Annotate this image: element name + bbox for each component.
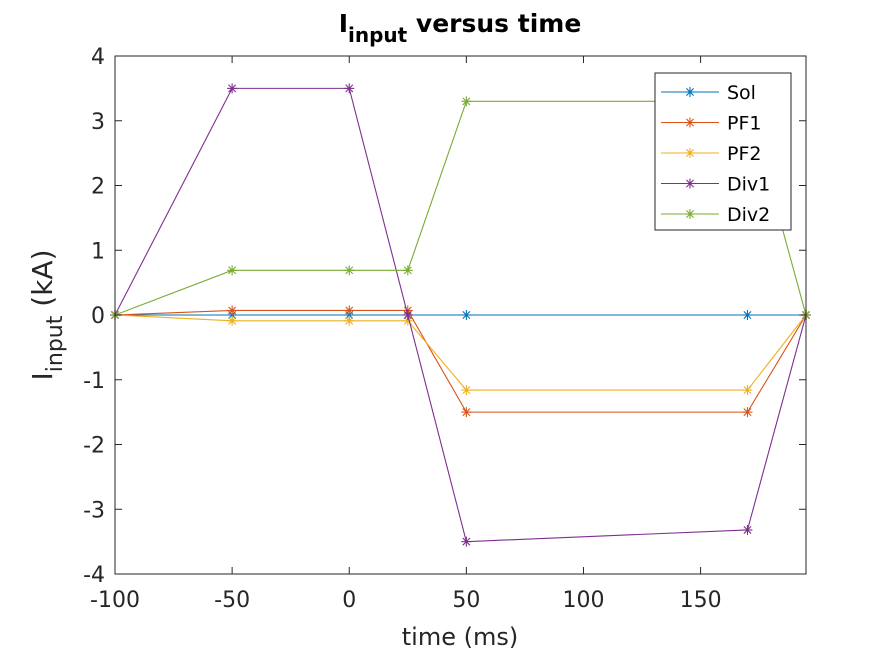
- data-point-div1: [742, 524, 753, 535]
- data-point-pf2: [742, 385, 753, 396]
- x-tick-label: 50: [452, 588, 480, 613]
- x-tick-label: -100: [90, 588, 140, 613]
- legend-item-sol: Sol: [661, 82, 756, 104]
- data-point-div2: [402, 265, 413, 276]
- y-tick-label: 2: [91, 175, 105, 200]
- x-tick-label: -50: [214, 588, 250, 613]
- y-tick-label: -1: [83, 369, 105, 394]
- data-point-sol: [461, 310, 472, 320]
- data-point-div1: [227, 83, 238, 94]
- data-point-div2: [461, 96, 472, 107]
- x-axis-label: time (ms): [402, 623, 518, 651]
- y-tick-label: 1: [91, 239, 105, 264]
- legend-marker: [685, 87, 695, 97]
- data-point-div2: [344, 265, 355, 276]
- x-tick-label: 0: [342, 588, 356, 613]
- y-axis-label: Iinput (kA): [26, 250, 68, 381]
- legend-item-div1: Div1: [661, 174, 770, 196]
- data-point-div1: [461, 536, 472, 547]
- data-point-pf1: [742, 407, 753, 418]
- legend: Sol PF1 PF2 Div1 Div2: [654, 72, 792, 231]
- data-point-pf1: [227, 305, 238, 316]
- x-tick-label: 100: [562, 588, 604, 613]
- x-axis-ticks: -100 -50 0 50 100 150: [90, 56, 722, 613]
- legend-label: Div2: [727, 204, 770, 226]
- y-tick-label: -3: [83, 498, 105, 523]
- data-point-div1: [402, 310, 413, 320]
- y-tick-label: 4: [91, 45, 105, 70]
- data-point-div2: [227, 265, 238, 276]
- legend-marker: [685, 209, 695, 219]
- data-point-pf1: [344, 305, 355, 316]
- data-point-pf2: [227, 315, 238, 326]
- legend-item-div2: Div2: [661, 204, 770, 226]
- chart-title-subscript: input: [348, 23, 408, 47]
- data-point-pf2: [344, 315, 355, 326]
- data-point-div1: [344, 83, 355, 94]
- legend-marker: [685, 117, 695, 128]
- legend-marker: [685, 148, 695, 158]
- legend-label: Div1: [727, 174, 770, 196]
- chart-title: Iinput versus time: [339, 9, 582, 47]
- legend-label: Sol: [727, 82, 756, 104]
- y-axis-label-subscript: input: [43, 315, 68, 372]
- y-tick-label: -4: [83, 563, 105, 588]
- legend-label: PF1: [727, 113, 761, 135]
- x-tick-label: 150: [680, 588, 722, 613]
- legend-label: PF2: [727, 143, 761, 165]
- y-tick-label: 3: [91, 110, 105, 135]
- y-tick-label: -2: [83, 434, 105, 459]
- legend-item-pf2: PF2: [661, 143, 761, 165]
- y-tick-label: 0: [91, 304, 105, 329]
- data-point-pf1: [461, 407, 472, 418]
- y-axis-ticks: -4 -3 -2 -1 0 1 2 3 4: [83, 45, 806, 588]
- legend-item-pf1: PF1: [661, 113, 761, 135]
- data-point-pf2: [461, 385, 472, 396]
- data-point-sol: [742, 310, 753, 320]
- legend-marker: [685, 178, 695, 189]
- legend-box: [654, 72, 792, 231]
